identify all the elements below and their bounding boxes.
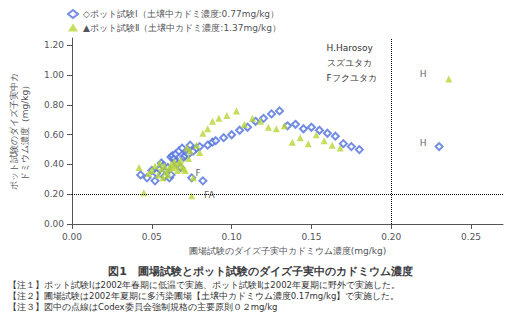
svg-text:Fフクユタカ: Fフクユタカ (327, 73, 377, 83)
svg-text:H: H (420, 138, 427, 148)
svg-text:0.00: 0.00 (62, 232, 82, 242)
svg-text:【注２】圃場試験は2002年夏期に多汚染圃場【土壌中カドミウ: 【注２】圃場試験は2002年夏期に多汚染圃場【土壌中カドミウム濃度0.17mg/… (8, 291, 399, 301)
svg-text:スズユタカ: スズユタカ (327, 58, 372, 68)
svg-text:図1 圃場試験とポット試験のダイズ子実中のカドミウム濃度: 図1 圃場試験とポット試験のダイズ子実中のカドミウム濃度 (108, 265, 413, 278)
svg-text:0.05: 0.05 (142, 232, 162, 242)
svg-text:0.00: 0.00 (44, 219, 64, 229)
svg-text:圃場試験のダイズ子実中カドミウム濃度(mg/kg): 圃場試験のダイズ子実中カドミウム濃度(mg/kg) (189, 246, 386, 256)
svg-text:0.25: 0.25 (461, 232, 481, 242)
svg-text:FA: FA (204, 190, 215, 200)
svg-text:0.20: 0.20 (44, 189, 64, 199)
svg-text:H.Harosoy: H.Harosoy (327, 43, 374, 53)
svg-text:1.00: 1.00 (44, 70, 64, 80)
svg-text:【注１】ポット試験Ⅰは2002年春期に低温で実施、ポット試験: 【注１】ポット試験Ⅰは2002年春期に低温で実施、ポット試験Ⅱは2002年夏期に… (8, 280, 400, 290)
svg-text:1.20: 1.20 (44, 40, 64, 50)
svg-text:【注３】図中の点線はCodex委員会強制規格の主要原則０２m: 【注３】図中の点線はCodex委員会強制規格の主要原則０２mg/kg (8, 302, 278, 312)
svg-text:0.40: 0.40 (44, 159, 64, 169)
svg-text:0.10: 0.10 (222, 232, 242, 242)
svg-text:0.20: 0.20 (381, 232, 401, 242)
svg-text:H: H (420, 69, 427, 79)
svg-text:0.15: 0.15 (301, 232, 321, 242)
svg-text:◇ポット試験Ⅰ（土壌中カドミ濃度:0.77mg/kg）: ◇ポット試験Ⅰ（土壌中カドミ濃度:0.77mg/kg） (83, 9, 279, 19)
svg-text:F: F (196, 168, 201, 178)
svg-text:ポット試験のダイズ子実中カ: ポット試験のダイズ子実中カ (9, 73, 19, 190)
svg-text:0.60: 0.60 (44, 130, 64, 140)
svg-text:▲ポット試験Ⅱ（土壌中カドミ濃度:1.37mg/kg）: ▲ポット試験Ⅱ（土壌中カドミ濃度:1.37mg/kg） (83, 23, 281, 33)
svg-text:0.80: 0.80 (44, 100, 64, 110)
svg-text:ドミウム濃度（mg/kg）: ドミウム濃度（mg/kg） (20, 81, 30, 181)
